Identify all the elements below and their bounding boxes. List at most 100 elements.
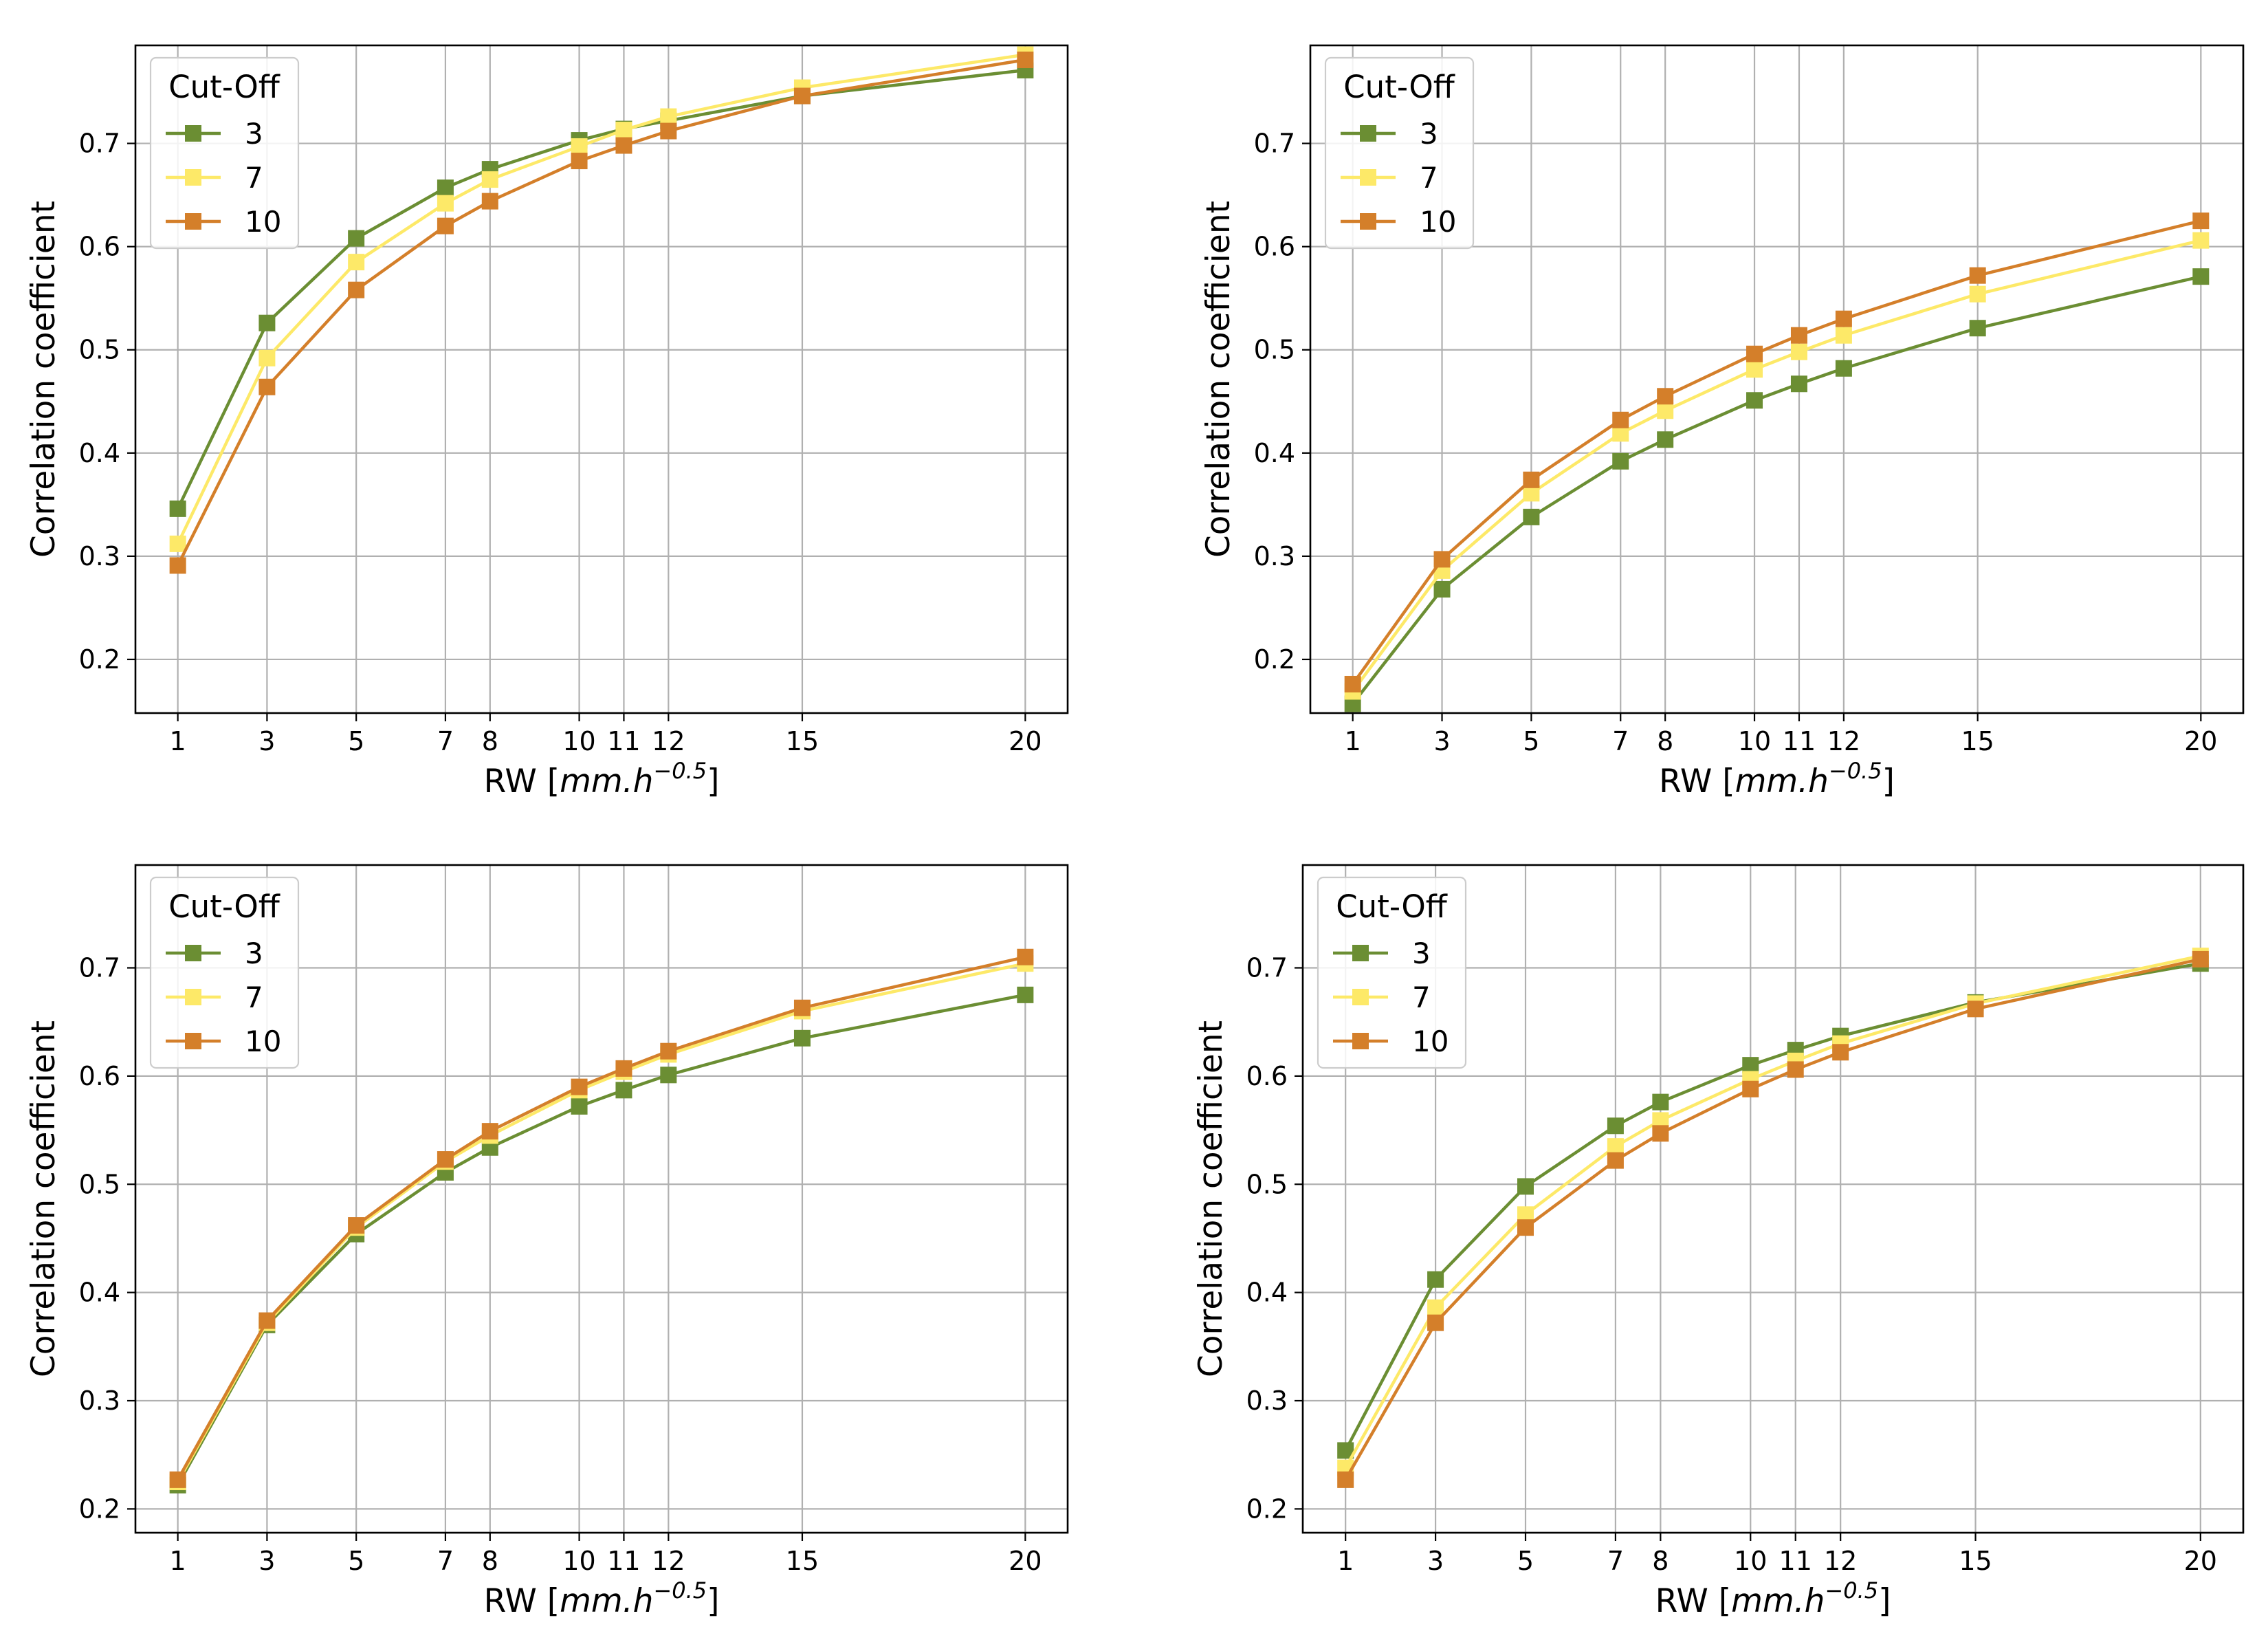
data-point-10 (1433, 551, 1451, 568)
data-point-3 (2192, 268, 2210, 285)
data-point-10 (169, 557, 186, 574)
legend-marker-10 (185, 1033, 201, 1049)
series-cutoff-10 (169, 52, 1034, 574)
axes-frame (1301, 864, 2245, 1534)
x-tick-label: 7 (437, 726, 454, 756)
legend-label-10: 10 (1420, 205, 1456, 239)
data-point-3 (258, 314, 276, 331)
series-cutoff-10 (1337, 950, 2209, 1488)
data-point-7 (169, 535, 186, 552)
data-point-10 (2192, 950, 2209, 967)
data-point-10 (1517, 1219, 1534, 1236)
x-axis-title-exponent: −0.5 (653, 1577, 707, 1604)
x-axis-title-unit: mm.h (1735, 763, 1829, 800)
x-tick-label: 20 (2184, 726, 2217, 756)
legend-marker-3 (185, 125, 201, 142)
data-point-3 (1652, 1093, 1669, 1111)
x-axis-title: RW [mm.h−0.5] (1655, 1577, 1891, 1620)
legend-title: Cut-Off (1336, 888, 1447, 925)
legend-marker-3 (1360, 125, 1376, 142)
data-point-7 (1427, 1299, 1444, 1316)
y-axis-title: Correlation coefficient (1192, 1020, 1230, 1377)
x-axis-ticks: 1 3 5 7 8 10 11 12 15 20 (170, 1533, 1042, 1576)
data-point-3 (1835, 360, 1852, 377)
series-cutoff-3 (169, 986, 1034, 1494)
series-cutoff-3 (1337, 955, 2209, 1459)
legend-marker-7 (1352, 989, 1369, 1005)
x-tick-label: 12 (1824, 1546, 1857, 1576)
data-point-3 (1433, 580, 1451, 598)
data-point-3 (1746, 392, 1763, 409)
data-point-10 (1607, 1152, 1624, 1169)
x-tick-label: 12 (652, 1546, 685, 1576)
x-tick-label: 20 (2184, 1546, 2217, 1576)
series-line-3 (176, 68, 1026, 510)
x-tick-label: 8 (1652, 1546, 1669, 1576)
legend-box (149, 876, 300, 1069)
data-point-3 (1790, 375, 1807, 393)
legend-marker-3 (1352, 945, 1369, 961)
legend-label-7: 7 (245, 981, 263, 1014)
x-tick-label: 11 (1779, 1546, 1812, 1576)
x-tick-label: 10 (1734, 1546, 1767, 1576)
data-point-7 (1790, 343, 1807, 360)
series-cutoff-7 (169, 955, 1034, 1491)
y-tick-label: 0.6 (1254, 232, 1295, 262)
series-cutoff-7 (169, 46, 1034, 552)
series-line-10 (1351, 219, 2201, 686)
x-tick-label: 8 (482, 1546, 498, 1576)
y-tick-label: 0.4 (79, 1278, 120, 1308)
legend-marker-7 (185, 169, 201, 186)
data-point-10 (348, 281, 365, 298)
data-point-10 (1017, 948, 1034, 965)
y-tick-label: 0.7 (79, 953, 120, 983)
y-tick-label: 0.2 (1254, 644, 1295, 675)
series-line-10 (1344, 957, 2201, 1481)
x-tick-label: 3 (1433, 726, 1450, 756)
series-line-7 (176, 53, 1026, 545)
legend-marker-3 (185, 945, 201, 961)
chart-panel-top-right: 1 3 5 7 8 10 11 12 15 200.20.30.40.50.60.7RW [mm.… (1200, 44, 2245, 800)
y-axis-ticks: 0.2 0.3 0.4 0.5 0.6 0.7 (79, 953, 135, 1524)
y-tick-label: 0.6 (79, 1061, 120, 1091)
y-axis-title: Correlation coefficient (25, 1020, 63, 1377)
data-point-3 (571, 1097, 588, 1115)
gridlines (1303, 865, 2243, 1533)
y-axis-ticks: 0.2 0.3 0.4 0.5 0.6 0.7 (79, 129, 135, 675)
x-tick-label: 15 (1961, 726, 1994, 756)
x-tick-label: 1 (1337, 1546, 1354, 1576)
data-point-10 (437, 217, 454, 234)
data-point-10 (1612, 411, 1629, 428)
data-point-7 (258, 349, 276, 367)
data-point-3 (1517, 1178, 1534, 1195)
x-tick-label: 5 (348, 726, 364, 756)
data-point-7 (1969, 285, 1986, 303)
data-point-3 (1607, 1117, 1624, 1135)
data-point-3 (1017, 986, 1034, 1003)
x-tick-label: 8 (482, 726, 498, 756)
data-point-10 (1657, 388, 1674, 405)
data-point-7 (1835, 327, 1852, 344)
series-line-7 (176, 962, 1026, 1483)
data-point-10 (1427, 1314, 1444, 1331)
legend-label-10: 10 (245, 1025, 281, 1058)
data-point-10 (348, 1217, 365, 1234)
data-point-10 (1746, 345, 1763, 362)
data-point-10 (793, 999, 811, 1016)
legend-label-7: 7 (245, 161, 263, 195)
series-line-7 (1344, 954, 2201, 1469)
data-point-10 (169, 1471, 186, 1488)
y-tick-label: 0.4 (1246, 1278, 1288, 1308)
x-axis-title-suffix: ] (1878, 1582, 1891, 1620)
x-tick-label: 10 (562, 726, 595, 756)
data-point-10 (1969, 267, 1986, 284)
legend-label-3: 3 (245, 937, 263, 970)
x-tick-label: 10 (562, 1546, 595, 1576)
legend-title: Cut-Off (168, 69, 280, 105)
y-tick-label: 0.2 (79, 1494, 120, 1524)
series-cutoff-7 (1344, 232, 2210, 700)
y-tick-label: 0.4 (79, 438, 120, 468)
chart-panel-bottom-left: 1 3 5 7 8 10 11 12 15 200.20.30.40.50.60.7RW [mm.… (25, 864, 1069, 1620)
x-tick-label: 5 (1523, 726, 1539, 756)
